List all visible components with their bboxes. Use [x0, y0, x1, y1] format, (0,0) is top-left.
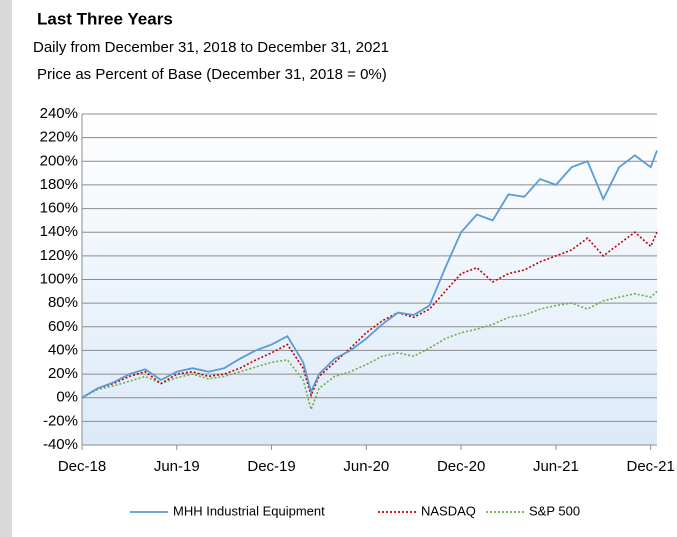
y-tick-label: -20%	[43, 412, 78, 429]
y-tick-label: 160%	[40, 200, 78, 217]
y-tick-label: 0%	[56, 389, 78, 406]
y-tick-label: 240%	[40, 105, 78, 122]
y-tick-label: 60%	[48, 318, 78, 335]
legend-label: S&P 500	[529, 503, 580, 518]
y-tick-label: 200%	[40, 152, 78, 169]
y-tick-label: 180%	[40, 176, 78, 193]
x-tick-label: Jun-21	[533, 458, 579, 475]
y-tick-label: 220%	[40, 129, 78, 146]
x-tick-label: Dec-18	[58, 458, 106, 475]
x-tick-label: Dec-21	[627, 458, 675, 475]
y-tick-label: 20%	[48, 365, 78, 382]
y-tick-label: 40%	[48, 341, 78, 358]
x-tick-label: Jun-20	[343, 458, 389, 475]
y-tick-label: 100%	[40, 270, 78, 287]
chart-title: Last Three Years	[37, 9, 173, 28]
series-line	[81, 231, 658, 399]
x-tick-label: Dec-19	[247, 458, 295, 475]
y-tick-label: 120%	[40, 247, 78, 264]
series-line	[81, 290, 658, 413]
x-tick-label: Dec-20	[437, 458, 485, 475]
y-tick-label: 140%	[40, 223, 78, 240]
x-tick-label: Jun-19	[154, 458, 200, 475]
y-tick-label: -40%	[43, 436, 78, 453]
y-tick-label: 80%	[48, 294, 78, 311]
legend-label: MHH Industrial Equipment	[173, 503, 325, 518]
legend-label: NASDAQ	[421, 503, 476, 518]
y-label: Price as Percent of Base (December 31, 2…	[37, 66, 387, 83]
side-strip	[0, 0, 12, 537]
series-line	[81, 150, 658, 399]
subtitle: Daily from December 31, 2018 to December…	[33, 39, 389, 56]
